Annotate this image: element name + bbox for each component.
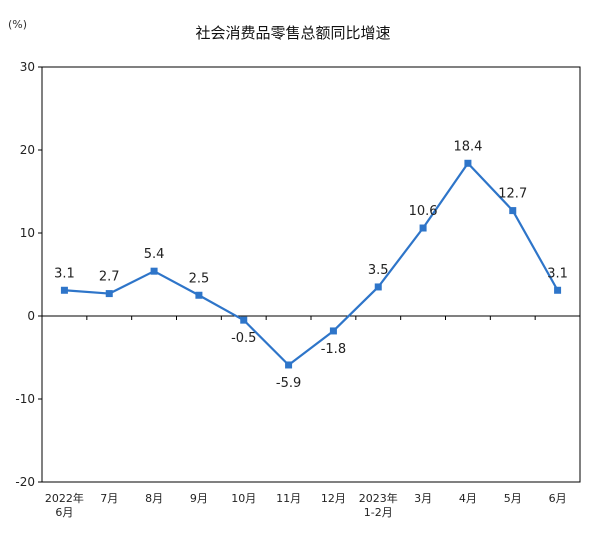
x-tick-label: 8月 — [145, 492, 163, 505]
y-tick-label: 0 — [27, 309, 35, 323]
x-tick-label-line: 10月 — [231, 492, 256, 505]
x-tick-label-line: 9月 — [190, 492, 208, 505]
x-tick-label: 10月 — [231, 492, 256, 505]
data-label: 3.1 — [547, 266, 568, 281]
x-tick-label: 12月 — [321, 492, 346, 505]
chart-title: 社会消费品零售总额同比增速 — [195, 24, 390, 42]
y-tick-label: 30 — [20, 60, 35, 74]
y-unit-label: (%) — [8, 18, 27, 31]
data-point-marker — [329, 327, 337, 335]
x-tick-label-line: 12月 — [321, 492, 346, 505]
x-tick-label: 2022年 6月 — [45, 491, 84, 519]
x-tick-label-line: 6月 — [55, 506, 73, 519]
x-tick-label: 3月 — [414, 492, 432, 505]
data-point-marker — [150, 267, 158, 275]
x-tick-label-line: 6月 — [549, 492, 567, 505]
y-tick-label: -20 — [15, 475, 35, 489]
data-label: 3.1 — [54, 266, 75, 281]
data-point-marker — [240, 316, 248, 324]
data-point-marker — [419, 224, 427, 232]
data-label: -5.9 — [276, 376, 301, 391]
data-label: 5.4 — [144, 247, 165, 262]
data-point-marker — [464, 159, 472, 167]
x-tick-label-line: 7月 — [100, 492, 118, 505]
y-tick-label: -10 — [15, 392, 35, 406]
x-tick-label-line: 2023年 — [359, 491, 398, 505]
x-tick-label: 4月 — [459, 492, 477, 505]
data-point-marker — [554, 286, 562, 294]
y-tick-label: 10 — [20, 226, 35, 240]
data-label: -1.8 — [321, 342, 346, 357]
data-label: 2.7 — [99, 270, 120, 285]
x-tick-label: 5月 — [504, 492, 522, 505]
x-tick-label-line: 3月 — [414, 492, 432, 505]
y-tick-label: 20 — [20, 143, 35, 157]
x-tick-label-line: 8月 — [145, 492, 163, 505]
x-tick-label: 9月 — [190, 492, 208, 505]
data-point-marker — [105, 290, 113, 298]
x-tick-label-line: 5月 — [504, 492, 522, 505]
data-point-marker — [285, 361, 293, 369]
data-label: 3.5 — [368, 263, 389, 278]
x-tick-label-line: 1-2月 — [364, 506, 393, 519]
data-label: -0.5 — [231, 331, 256, 346]
x-tick-label: 7月 — [100, 492, 118, 505]
series-polyline — [64, 162, 559, 367]
data-labels: 3.1 2.7 5.4 2.5 -0.5 -5.9 -1.8 3.5 10.6 18.4 12.7 3… — [54, 139, 568, 391]
data-label: 2.5 — [189, 271, 210, 286]
data-point-marker — [509, 207, 517, 215]
data-point-marker — [374, 283, 382, 291]
x-tick-label: 2023年 1-2月 — [359, 491, 398, 519]
x-tick-label: 11月 — [276, 492, 301, 505]
data-label: 12.7 — [498, 187, 527, 202]
data-point-marker — [60, 286, 68, 294]
x-tick-label-line: 2022年 — [45, 491, 84, 505]
data-label: 10.6 — [409, 204, 438, 219]
x-tick-label: 6月 — [549, 492, 567, 505]
data-label: 18.4 — [453, 139, 482, 154]
x-tick-label-line: 4月 — [459, 492, 477, 505]
y-axis: -20 -10 0 10 20 30 — [15, 60, 42, 489]
series-line — [60, 159, 562, 369]
data-point-marker — [195, 291, 203, 299]
x-tick-label-line: 11月 — [276, 492, 301, 505]
plot-area — [41, 66, 581, 483]
